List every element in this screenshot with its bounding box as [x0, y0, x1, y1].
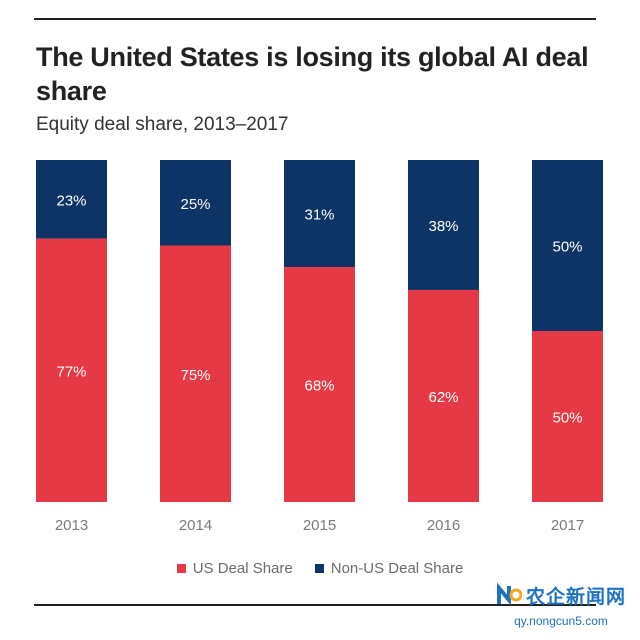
- x-tick-label-2013: 2013: [55, 517, 88, 534]
- bar-us-2017: [532, 331, 603, 502]
- label-non-us-2017: 50%: [552, 239, 582, 256]
- label-us-2015: 68%: [304, 378, 334, 395]
- bar-non-us-2015: [284, 160, 355, 268]
- chart-subtitle: Equity deal share, 2013–2017: [36, 114, 289, 135]
- watermark: 农企新闻网 qy.nongcun5.com: [496, 582, 626, 628]
- legend-swatch-non-us: [314, 564, 324, 573]
- bottom-rule: [34, 604, 596, 606]
- x-tick-label-2014: 2014: [179, 517, 212, 534]
- watermark-url: qy.nongcun5.com: [514, 614, 608, 628]
- legend-label-us: US Deal Share: [192, 560, 293, 577]
- label-us-2014: 75%: [180, 367, 210, 384]
- watermark-text: 农企新闻网: [525, 586, 626, 608]
- watermark-logo-icon: [496, 582, 522, 606]
- legend-item-us: US Deal Share: [176, 560, 293, 577]
- label-non-us-2015: 31%: [304, 207, 334, 224]
- x-tick-label-2016: 2016: [427, 517, 460, 534]
- bar-non-us-2017: [532, 160, 603, 331]
- bar-us-2014: [160, 245, 231, 502]
- label-us-2013: 77%: [56, 363, 86, 380]
- chart-title: The United States is losing its global A…: [36, 42, 589, 106]
- bar-us-2015: [284, 267, 355, 502]
- label-non-us-2013: 23%: [56, 192, 86, 209]
- bar-non-us-2014: [160, 160, 231, 246]
- x-tick-label-2015: 2015: [303, 517, 336, 534]
- label-us-2017: 50%: [552, 410, 582, 427]
- label-us-2016: 62%: [428, 389, 458, 406]
- bar-us-2016: [408, 289, 479, 502]
- x-tick-label-2017: 2017: [551, 517, 584, 534]
- bar-non-us-2016: [408, 160, 479, 290]
- top-rule: [34, 18, 596, 20]
- label-non-us-2016: 38%: [428, 218, 458, 235]
- legend-label-non-us: Non-US Deal Share: [330, 560, 464, 577]
- legend: US Deal Share Non-US Deal Share: [0, 560, 640, 577]
- legend-item-non-us: Non-US Deal Share: [314, 560, 464, 577]
- label-non-us-2014: 25%: [180, 196, 210, 213]
- bar-non-us-2013: [36, 160, 107, 239]
- bar-us-2013: [36, 238, 107, 502]
- legend-swatch-us: [176, 564, 186, 573]
